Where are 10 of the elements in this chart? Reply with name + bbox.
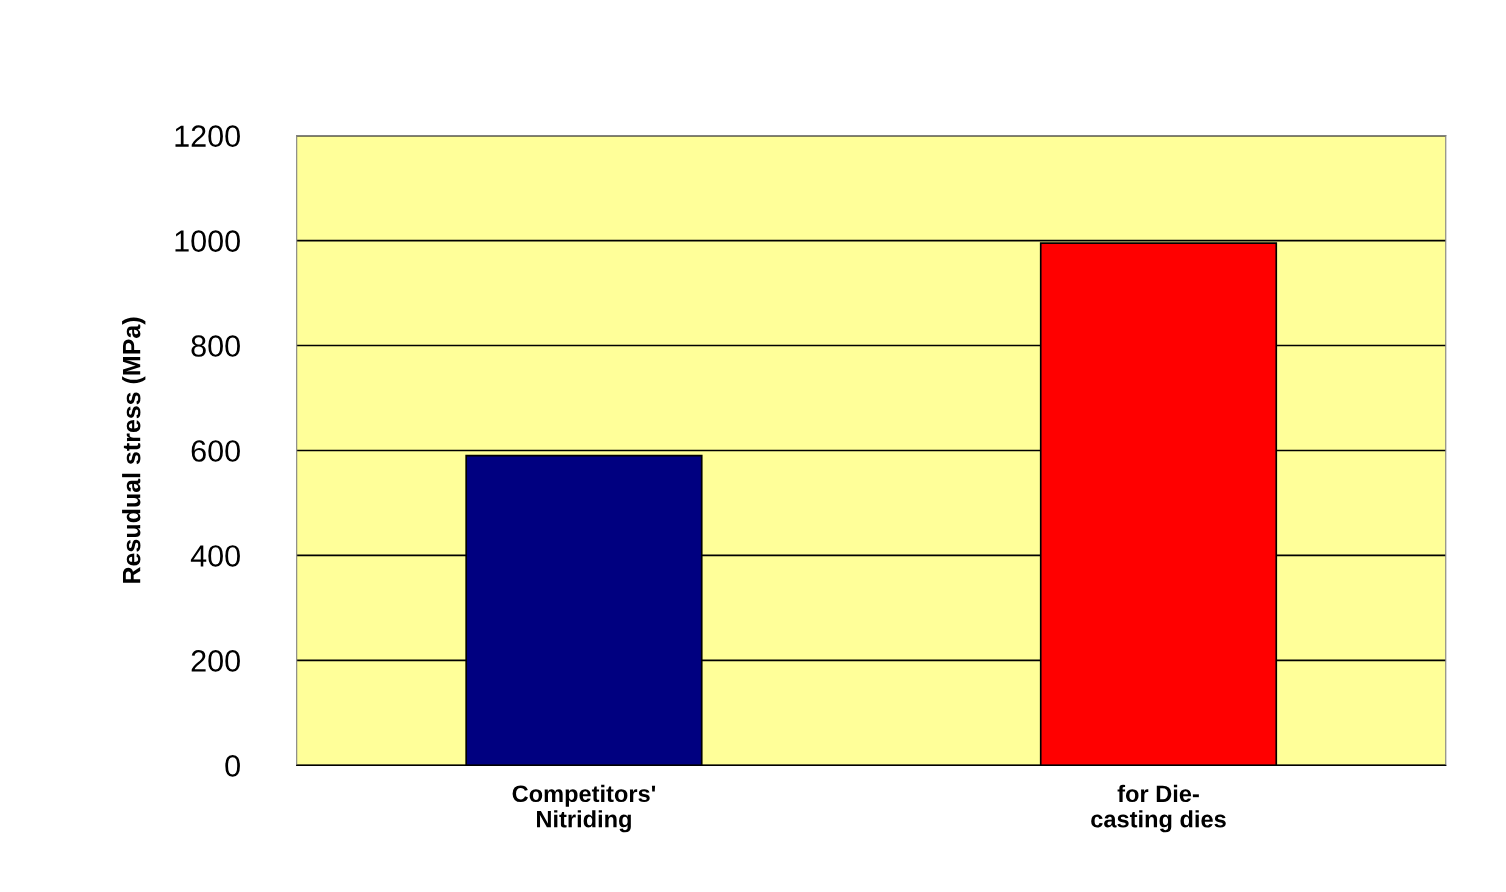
y-tick-label: 400 <box>190 545 240 567</box>
x-tick-label: for Die- casting dies <box>1091 784 1226 833</box>
y-tick-label: 600 <box>191 440 240 462</box>
y-tick-label: 200 <box>191 650 240 672</box>
y-tick-label: 0 <box>225 755 240 777</box>
y-tick-label: 1000 <box>175 230 240 252</box>
y-axis-title: Resudual stress (MPa) <box>122 317 146 583</box>
x-tick-label: Competitors' Nitriding <box>512 784 656 833</box>
y-tick-label: 800 <box>191 335 240 357</box>
y-tick-label: 1200 <box>175 125 240 147</box>
